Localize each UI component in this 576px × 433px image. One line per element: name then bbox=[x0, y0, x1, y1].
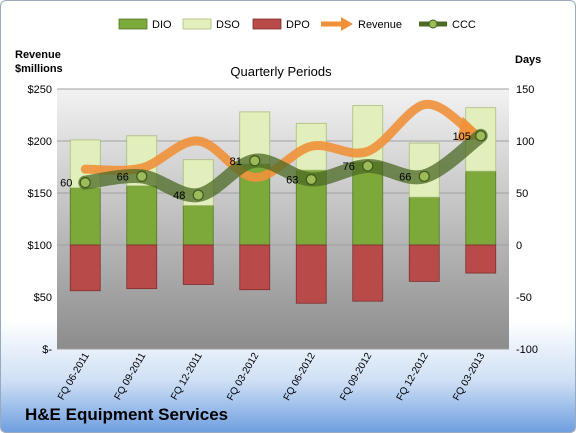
right-tick-label: 100 bbox=[516, 136, 534, 148]
ccc-point bbox=[475, 130, 487, 142]
category-label: FQ 03-2013 bbox=[451, 351, 487, 403]
legend-swatch bbox=[182, 18, 212, 30]
dio-bar bbox=[465, 170, 497, 246]
category-label: FQ 12-2012 bbox=[395, 351, 431, 403]
ccc-point bbox=[418, 170, 430, 182]
category-label: FQ 09-2012 bbox=[338, 351, 374, 403]
right-tick-label: 50 bbox=[516, 188, 528, 200]
ccc-point bbox=[305, 173, 317, 186]
chart-title: Quarterly Periods bbox=[230, 64, 332, 79]
ccc-data-label: 63 bbox=[286, 174, 298, 186]
left-tick-label: $50 bbox=[34, 292, 52, 304]
ccc-point bbox=[136, 170, 148, 182]
legend-label: Revenue bbox=[358, 19, 402, 31]
left-axis-title-line1: Revenue bbox=[15, 49, 61, 61]
ccc-data-label: 60 bbox=[60, 178, 72, 190]
dpo-bar bbox=[408, 244, 440, 282]
left-tick-label: $- bbox=[42, 344, 52, 356]
ccc-point bbox=[249, 155, 261, 167]
category-label: FQ 06-2012 bbox=[282, 351, 318, 403]
ccc-data-label: 66 bbox=[117, 171, 129, 183]
right-tick-label: -100 bbox=[516, 344, 538, 356]
legend-dot bbox=[428, 19, 438, 29]
right-tick-label: 150 bbox=[516, 84, 534, 96]
legend-label: DIO bbox=[152, 19, 172, 31]
dio-bar bbox=[69, 187, 101, 246]
legend-swatch bbox=[252, 18, 282, 30]
dpo-bar bbox=[182, 244, 214, 285]
right-tick-label: -50 bbox=[516, 292, 532, 304]
dpo-bar bbox=[126, 244, 158, 290]
category-label: FQ 12-2011 bbox=[169, 351, 205, 402]
dpo-bar bbox=[465, 244, 497, 274]
ccc-data-label: 48 bbox=[173, 190, 185, 202]
ccc-point bbox=[192, 189, 204, 201]
ccc-point bbox=[362, 160, 374, 172]
legend-arrow bbox=[341, 17, 353, 31]
ccc-data-label: 105 bbox=[453, 131, 471, 143]
dio-bar bbox=[352, 161, 384, 246]
ccc-data-label: 76 bbox=[343, 161, 355, 173]
dpo-bar bbox=[352, 244, 384, 302]
category-label: FQ 06-2011 bbox=[56, 351, 92, 402]
left-tick-label: $150 bbox=[28, 188, 52, 200]
right-tick-label: 0 bbox=[516, 240, 522, 252]
company-name: H&E Equipment Services bbox=[25, 405, 229, 424]
ccc-point bbox=[79, 177, 91, 189]
legend-label: DPO bbox=[286, 19, 310, 31]
legend-label: DSO bbox=[216, 19, 240, 31]
category-label: FQ 03-2012 bbox=[225, 351, 261, 403]
dio-bar bbox=[182, 205, 214, 246]
dpo-bar bbox=[295, 244, 327, 304]
left-tick-label: $100 bbox=[28, 240, 52, 252]
dpo-bar bbox=[69, 244, 101, 292]
legend-label: CCC bbox=[452, 19, 476, 31]
left-tick-label: $250 bbox=[28, 84, 52, 96]
legend-swatch bbox=[118, 18, 148, 30]
dio-bar bbox=[126, 185, 158, 246]
left-tick-label: $200 bbox=[28, 136, 52, 148]
dpo-bar bbox=[239, 244, 271, 291]
ccc-data-label: 81 bbox=[230, 156, 242, 168]
left-axis-title-line2: $millions bbox=[15, 63, 63, 75]
plot-area bbox=[57, 89, 509, 349]
ccc-data-label: 66 bbox=[399, 171, 411, 183]
category-label: FQ 09-2011 bbox=[113, 351, 149, 402]
right-axis-title: Days bbox=[515, 54, 541, 66]
dio-bar bbox=[408, 196, 440, 246]
